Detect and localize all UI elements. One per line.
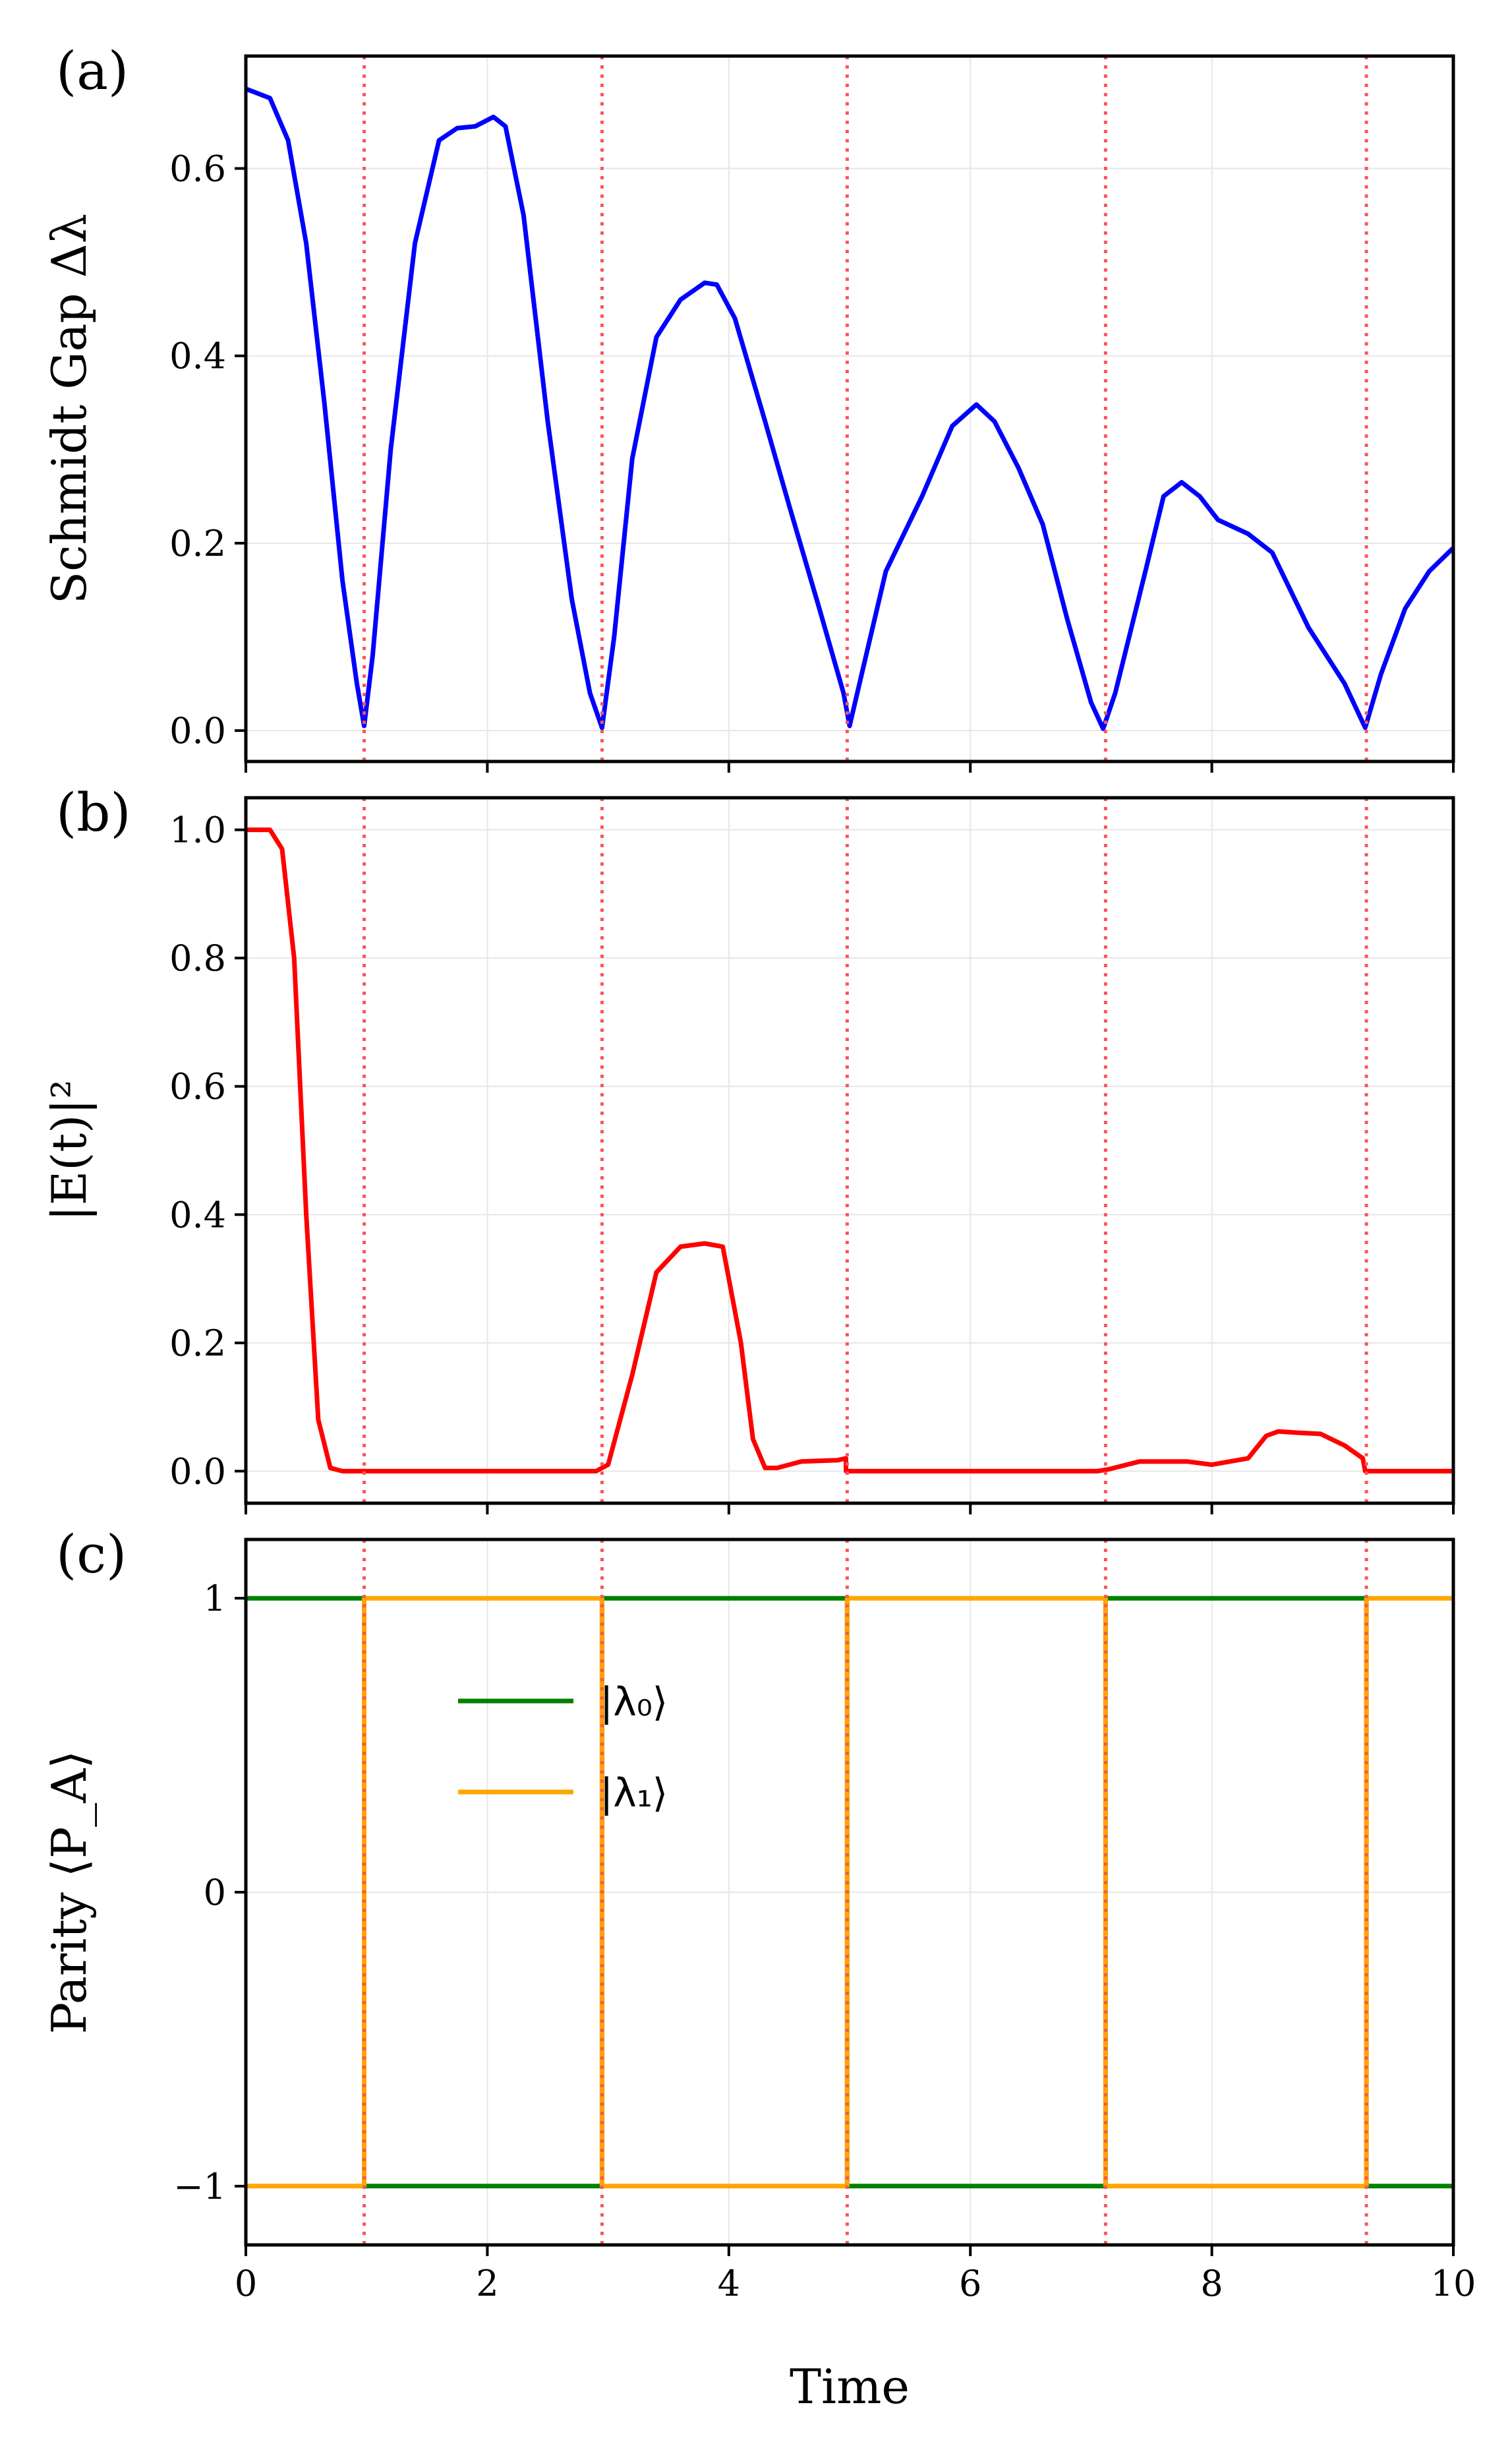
panel-label: (c) <box>56 1524 127 1585</box>
panel-b: 0.0 0.2 0.4 0.6 0.8 1.0 |E(t)|² (b) <box>42 782 1455 1514</box>
y-tick-label: 0.4 <box>169 1194 226 1236</box>
x-tick-label: 8 <box>1200 2263 1223 2304</box>
y-axis-label: Parity ⟨P_A⟩ <box>42 1750 97 2035</box>
y-tick-label: 0.6 <box>169 148 226 190</box>
series-line-0 <box>246 827 1453 1474</box>
series-line-0 <box>246 86 1453 731</box>
y-tick-label: −1 <box>173 2166 226 2207</box>
axes-frame <box>244 796 1455 1505</box>
y-tick-label: 1 <box>204 1578 226 1619</box>
legend-label: |λ₁⟩ <box>600 1770 668 1816</box>
x-tick-label: 0 <box>235 2263 257 2304</box>
y-tick-label: 0.0 <box>169 1450 226 1492</box>
legend-label: |λ₀⟩ <box>600 1679 668 1725</box>
y-tick-label: 0.0 <box>169 710 226 752</box>
y-tick-label: 0 <box>204 1872 226 1913</box>
panel-c: 0 2 4 6 8 10 −1 0 1 Parity ⟨P_A⟩ (c) |λ₀⟩ |λ₁⟩ <box>42 1524 1476 2304</box>
axes-frame <box>244 54 1455 763</box>
y-tick-label: 0.6 <box>169 1066 226 1108</box>
y-tick-label: 1.0 <box>169 810 226 851</box>
panel-label: (b) <box>56 782 131 843</box>
y-axis-label: Schmidt Gap Δλ <box>42 214 97 604</box>
panel-label: (a) <box>56 40 129 102</box>
panel-a: 0.0 0.2 0.4 0.6 Schmidt Gap Δλ (a) <box>42 40 1455 773</box>
y-tick-label: 0.2 <box>169 1323 226 1364</box>
x-tick-label: 10 <box>1431 2263 1476 2304</box>
y-axis-label: |E(t)|² <box>42 1079 97 1221</box>
y-tick-label: 0.4 <box>169 336 226 377</box>
y-tick-label: 0.2 <box>169 523 226 564</box>
x-axis-label: Time <box>790 2359 910 2414</box>
x-tick-label: 2 <box>476 2263 498 2304</box>
y-tick-label: 0.8 <box>169 938 226 979</box>
x-tick-label: 6 <box>959 2263 981 2304</box>
x-tick-label: 4 <box>718 2263 740 2304</box>
